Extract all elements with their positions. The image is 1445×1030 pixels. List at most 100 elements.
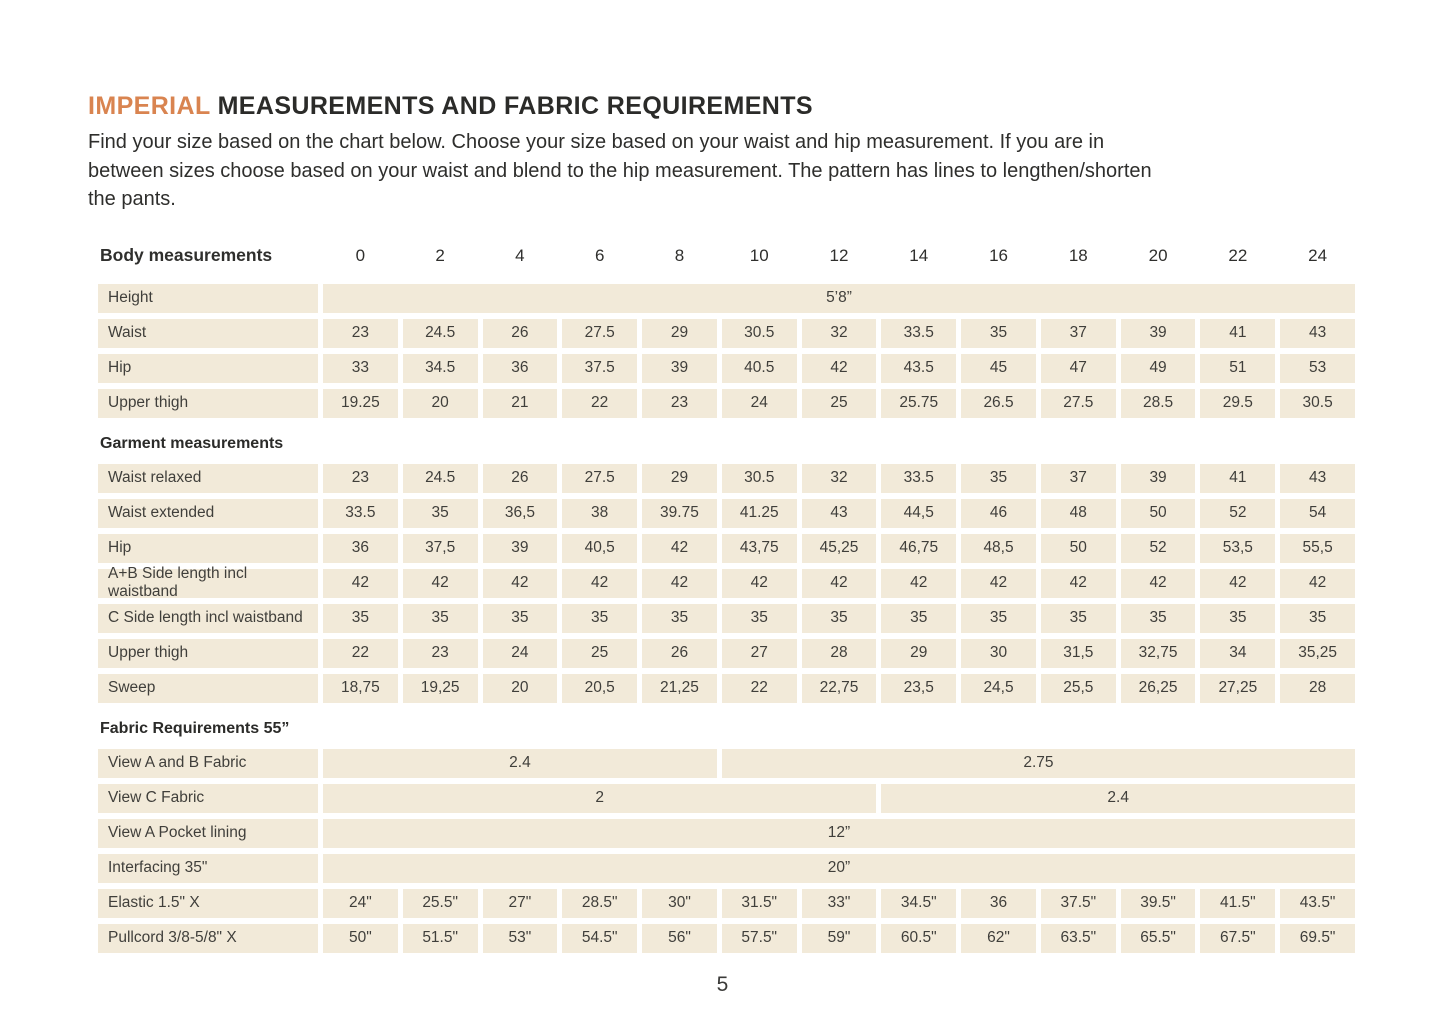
section-title: Garment measurements — [100, 434, 284, 452]
value-cell: 52 — [1200, 498, 1276, 528]
value-cell: 35 — [1120, 603, 1196, 633]
value-cell: 39 — [482, 533, 558, 563]
value-cell: 30.5 — [721, 463, 797, 493]
value-cell: 42 — [961, 568, 1036, 598]
value-cell: 28.5" — [562, 888, 638, 918]
row-label: C Side length incl waistband — [98, 603, 318, 633]
value-cell: 43.5 — [881, 353, 957, 383]
size-header: 0 — [355, 245, 366, 265]
value-cell: 20 — [402, 388, 478, 418]
value-cell: 43.5" — [1280, 888, 1355, 918]
size-header: 14 — [909, 245, 929, 265]
row-label: Hip — [98, 533, 318, 563]
value-cell: 50" — [323, 923, 398, 953]
value-cell: 37.5 — [562, 353, 638, 383]
value-cell: 47 — [1040, 353, 1116, 383]
value-cell: 19,25 — [402, 673, 478, 703]
value-cell: 45,25 — [801, 533, 877, 563]
value-cell: 28 — [1280, 673, 1355, 703]
value-cell: 30.5 — [721, 318, 797, 348]
value-cell: 48,5 — [961, 533, 1036, 563]
value-cell: 34.5" — [881, 888, 957, 918]
size-header: 10 — [749, 245, 769, 265]
value-cell: 43,75 — [721, 533, 797, 563]
span-cell: 2.4 — [881, 783, 1355, 813]
value-cell: 35 — [402, 603, 478, 633]
table-row: Height 5’8” — [98, 283, 1355, 313]
size-header: 16 — [989, 245, 1008, 265]
value-cell: 33.5 — [881, 463, 957, 493]
value-cell: 40,5 — [562, 533, 638, 563]
value-cell: 42 — [721, 568, 797, 598]
row-label: A+B Side length incl waistband — [98, 565, 318, 600]
table-row: Elastic 1.5" X 24" 25.5" 27" 28.5" 30" 31.5" 33… — [98, 888, 1355, 918]
value-cell: 42 — [881, 568, 957, 598]
value-cell: 21 — [482, 388, 558, 418]
value-cell: 59" — [801, 923, 877, 953]
value-cell: 29 — [642, 318, 717, 348]
row-label: View C Fabric — [98, 783, 318, 813]
value-cell: 65.5" — [1120, 923, 1196, 953]
value-cell: 54 — [1280, 498, 1355, 528]
row-label: Sweep — [98, 673, 318, 703]
value-cell: 39 — [642, 353, 717, 383]
table-row: C Side length incl waistband 35 35 35 35 35 35… — [98, 603, 1355, 633]
size-header: 20 — [1148, 245, 1168, 265]
value-cell: 57.5" — [721, 923, 797, 953]
size-header: 18 — [1068, 245, 1088, 265]
section-title: Fabric Requirements 55” — [100, 719, 290, 737]
value-cell: 26 — [482, 318, 558, 348]
value-cell: 22 — [323, 638, 398, 668]
span-cell: 20” — [323, 853, 1355, 883]
value-cell: 36 — [323, 533, 398, 563]
table-row: Waist extended 33.5 35 36,5 38 39.75 41.25 43 44… — [98, 498, 1355, 528]
value-cell: 35 — [721, 603, 797, 633]
value-cell: 24" — [323, 888, 398, 918]
value-cell: 27 — [721, 638, 797, 668]
value-cell: 19.25 — [323, 388, 398, 418]
value-cell: 37,5 — [402, 533, 478, 563]
value-cell: 35 — [482, 603, 558, 633]
value-cell: 26 — [482, 463, 558, 493]
value-cell: 43 — [1280, 318, 1355, 348]
value-cell: 52 — [1120, 533, 1196, 563]
value-cell: 38 — [562, 498, 638, 528]
row-label: Interfacing 35" — [98, 853, 318, 883]
columns-header-label: Body measurements — [100, 245, 273, 265]
table-row: Sweep 18,75 19,25 20 20,5 21,25 22 22,75 23,5 24,… — [98, 673, 1355, 703]
value-cell: 35 — [1280, 603, 1355, 633]
value-cell: 35 — [961, 463, 1036, 493]
page-title: IMPERIAL MEASUREMENTS AND FABRIC REQUIRE… — [88, 92, 1357, 121]
value-cell: 42 — [1200, 568, 1276, 598]
row-label: Upper thigh — [98, 388, 318, 418]
row-label: Waist relaxed — [98, 463, 318, 493]
span-cell: 2 — [323, 783, 877, 813]
value-cell: 27.5 — [1040, 388, 1116, 418]
value-cell: 35 — [642, 603, 717, 633]
value-cell: 42 — [323, 568, 398, 598]
value-cell: 42 — [642, 568, 717, 598]
value-cell: 39 — [1120, 318, 1196, 348]
value-cell: 24.5 — [402, 463, 478, 493]
table-row: Hip 33 34.5 36 37.5 39 40.5 42 43.5 45 47 49 51 53 — [98, 353, 1355, 383]
value-cell: 18,75 — [323, 673, 398, 703]
value-cell: 33 — [323, 353, 398, 383]
value-cell: 39.75 — [642, 498, 717, 528]
row-label: Waist — [98, 318, 318, 348]
value-cell: 26.5 — [961, 388, 1036, 418]
table-row: Interfacing 35" 20” — [98, 853, 1355, 883]
value-cell: 30.5 — [1280, 388, 1355, 418]
value-cell: 25,5 — [1040, 673, 1116, 703]
value-cell: 31.5" — [721, 888, 797, 918]
value-cell: 50 — [1120, 498, 1196, 528]
value-cell: 27.5 — [562, 318, 638, 348]
value-cell: 37.5" — [1040, 888, 1116, 918]
table-row: Waist relaxed 23 24.5 26 27.5 29 30.5 32 33.5 35 3… — [98, 463, 1355, 493]
size-header: 4 — [515, 245, 525, 265]
value-cell: 26 — [642, 638, 717, 668]
value-cell: 29 — [881, 638, 957, 668]
span-cell: 2.4 — [323, 748, 717, 778]
intro-text: Find your size based on the chart below.… — [88, 131, 1152, 210]
value-cell: 27.5 — [562, 463, 638, 493]
value-cell: 25.5" — [402, 888, 478, 918]
